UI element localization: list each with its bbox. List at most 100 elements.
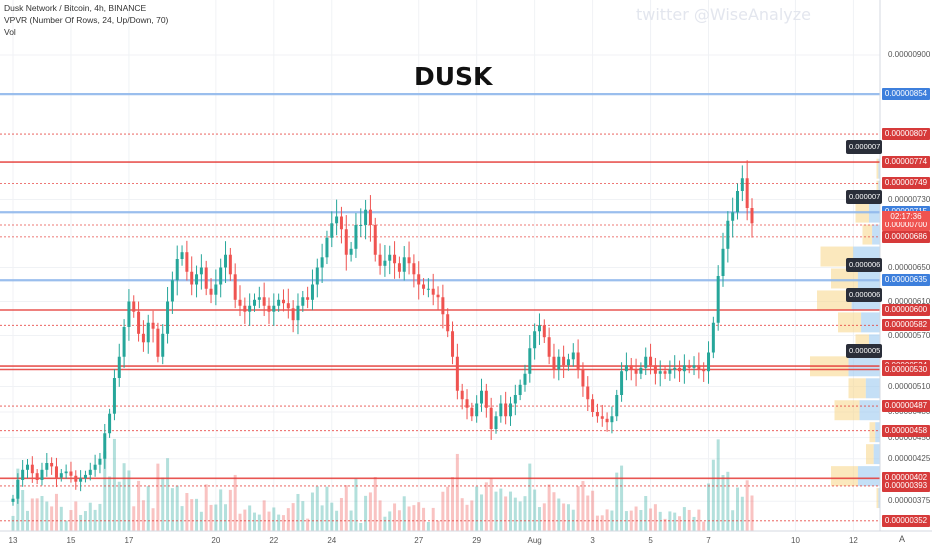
volume-bar xyxy=(441,491,445,531)
level-callout[interactable]: 0.000005 xyxy=(846,344,882,359)
volume-bar xyxy=(702,521,706,531)
volume-bar xyxy=(349,510,353,531)
price-axis-tick: 0.00000375 xyxy=(888,496,931,506)
volume-bar xyxy=(286,508,290,531)
candle-body xyxy=(480,390,484,404)
candle-body xyxy=(349,248,353,255)
candle-body xyxy=(513,395,517,404)
volume-bar xyxy=(634,506,638,531)
candle-body xyxy=(306,297,310,300)
time-axis-tick: 24 xyxy=(327,536,337,545)
candle-body xyxy=(417,274,421,285)
candle-body xyxy=(702,369,706,372)
candle-body xyxy=(581,369,585,387)
level-callout[interactable]: 0.000007 xyxy=(846,190,882,205)
vpvr-row xyxy=(869,422,876,443)
volume-bar xyxy=(344,485,348,531)
volume-bar xyxy=(156,463,160,531)
volume-bar xyxy=(146,486,150,531)
volume-bar xyxy=(446,486,450,531)
volume-bar xyxy=(605,509,609,531)
volume-bar xyxy=(726,471,730,531)
candle-body xyxy=(21,469,25,480)
volume-bar xyxy=(736,487,739,531)
volume-bar xyxy=(301,501,305,531)
volume-bar xyxy=(151,508,155,531)
volume-bar xyxy=(248,505,252,531)
candle-body xyxy=(262,297,266,306)
level-callout[interactable]: 0.000006 xyxy=(846,258,882,273)
volume-bar xyxy=(581,481,585,531)
candle-body xyxy=(436,294,440,298)
candle-body xyxy=(59,473,63,478)
level-callout[interactable]: 0.000006 xyxy=(846,288,882,302)
volume-bar xyxy=(566,504,570,531)
volume-bar xyxy=(185,493,189,531)
candle-body xyxy=(740,178,744,191)
volume-bar xyxy=(243,509,247,531)
candle-body xyxy=(219,267,223,285)
candle-body xyxy=(451,331,455,357)
candle-body xyxy=(209,288,213,295)
price-level-label: 0.00000686 xyxy=(882,230,930,243)
volume-bars xyxy=(11,438,754,531)
candle-body xyxy=(199,267,203,275)
candle-body xyxy=(88,469,92,475)
price-axis-tick: 0.00000610 xyxy=(888,296,931,306)
volume-bar xyxy=(11,515,15,531)
candle-body xyxy=(50,463,54,467)
candle-body xyxy=(484,390,488,408)
volume-bar xyxy=(262,500,266,531)
time-axis-tick: 10 xyxy=(791,536,800,545)
volume-bar xyxy=(204,484,208,531)
candle-body xyxy=(378,254,382,266)
vpvr-row xyxy=(861,312,880,333)
vpvr-row xyxy=(862,224,873,245)
symbol-info[interactable]: Dusk Network / Bitcoin, 4h, BINANCE xyxy=(4,3,147,13)
volume-bar xyxy=(620,465,624,531)
volume-bar xyxy=(624,511,628,531)
candle-body xyxy=(228,254,232,275)
candle-body xyxy=(190,271,194,285)
time-axis-tick: 12 xyxy=(848,536,858,545)
volume-bar xyxy=(465,504,469,531)
candle-body xyxy=(402,257,406,272)
candle-body xyxy=(112,378,116,414)
candle-body xyxy=(552,356,556,370)
price-axis-tick: 0.00000425 xyxy=(888,453,931,463)
auto-scale-button[interactable]: A xyxy=(899,534,906,544)
candle-body xyxy=(658,371,662,374)
volume-bar xyxy=(40,496,44,531)
candle-body xyxy=(629,365,633,370)
volume-bar xyxy=(277,514,281,531)
price-axis-tick: 0.00000450 xyxy=(888,432,931,442)
volume-bar xyxy=(315,486,319,531)
vpvr-row xyxy=(831,268,858,289)
volume-bar xyxy=(330,502,334,531)
volume-bar xyxy=(214,504,218,531)
candle-body xyxy=(359,225,363,226)
volume-indicator-label[interactable]: Vol xyxy=(4,27,16,37)
candle-body xyxy=(161,333,165,357)
vpvr-indicator-label[interactable]: VPVR (Number Of Rows, 24, Up/Down, 70) xyxy=(4,15,169,25)
volume-bar xyxy=(610,510,614,531)
candle-body xyxy=(465,399,469,408)
price-level-label: 0.00000774 xyxy=(882,156,930,169)
volume-bar xyxy=(267,511,271,531)
candle-body xyxy=(267,305,271,312)
volume-bar xyxy=(137,480,141,531)
volume-bar xyxy=(455,453,459,531)
volume-bar xyxy=(54,493,58,531)
candle-body xyxy=(25,464,29,470)
level-callout[interactable]: 0.000007 xyxy=(846,140,882,155)
vpvr-row xyxy=(876,488,879,509)
volume-bar xyxy=(571,509,575,531)
candle-body xyxy=(151,322,155,329)
candle-body xyxy=(634,369,638,374)
candle-body xyxy=(644,356,648,368)
price-level-label: 0.00000487 xyxy=(882,400,930,413)
volume-bar xyxy=(224,504,228,531)
time-axis-tick: 5 xyxy=(648,536,653,545)
volume-bar xyxy=(591,490,595,531)
